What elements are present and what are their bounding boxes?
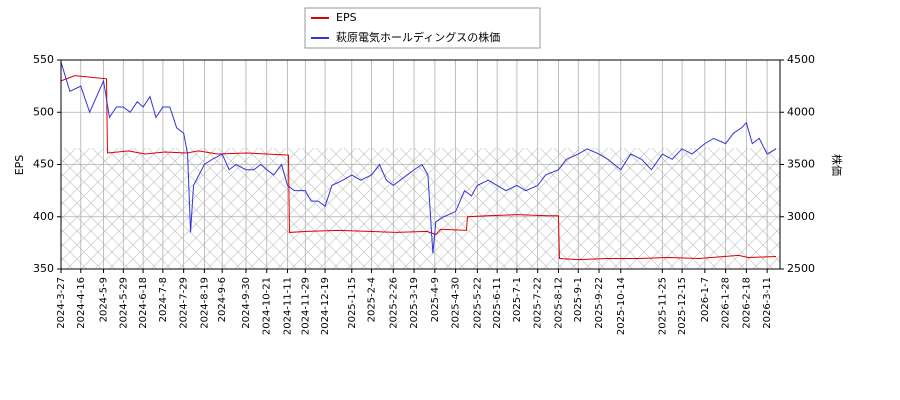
x-tick-label: 2024-4-16 <box>76 277 87 329</box>
y-tick-label: 450 <box>33 158 54 171</box>
y-tick-label: 400 <box>33 210 54 223</box>
x-tick-label: 2025-3-19 <box>409 277 420 329</box>
x-tick-label: 2025-10-14 <box>616 277 627 335</box>
x-tick-label: 2025-8-12 <box>553 277 564 329</box>
marks <box>60 61 777 261</box>
x-tick-label: 2026-1-28 <box>721 277 732 329</box>
x-tick-label: 2024-12-19 <box>320 277 331 335</box>
x-tick-label: 2024-8-19 <box>199 277 210 329</box>
x-tick-label: 2026-3-11 <box>762 277 773 329</box>
series-line <box>60 75 777 261</box>
y2-tick-label: 4500 <box>787 53 815 66</box>
y2-tick-label: 3500 <box>787 158 815 171</box>
legend-box <box>304 7 541 49</box>
legend: EPS 萩原電気ホールディングスの株価 <box>304 7 541 49</box>
y-tick-label: 350 <box>33 262 54 275</box>
x-tick-label: 2024-6-18 <box>138 277 149 329</box>
y2-axis-label: 株価 <box>830 154 844 176</box>
x-tick-label: 2025-2-26 <box>388 277 399 329</box>
series-line <box>60 61 777 254</box>
y2-tick-label: 4000 <box>787 105 815 118</box>
y2-tick-label: 2500 <box>787 262 815 275</box>
y-tick-label: 500 <box>33 105 54 118</box>
x-tick-label: 2024-9-30 <box>241 277 252 329</box>
x-tick-label: 2024-3-27 <box>56 277 67 329</box>
x-tick-label: 2025-9-22 <box>594 277 605 329</box>
x-tick-label: 2024-5-9 <box>99 277 110 322</box>
x-tick-label: 2025-7-22 <box>533 277 544 329</box>
x-tick-label: 2025-11-25 <box>657 277 668 335</box>
x-tick-label: 2024-11-29 <box>300 277 311 335</box>
x-tick-label: 2025-7-1 <box>512 277 523 322</box>
x-tick-label: 2024-11-11 <box>282 277 293 335</box>
x-tick-label: 2024-7-29 <box>179 277 190 329</box>
x-tick-label: 2025-12-15 <box>677 277 688 335</box>
x-tick-label: 2025-5-22 <box>472 277 483 329</box>
x-tick-label: 2026-2-18 <box>741 277 752 329</box>
x-tick-label: 2026-1-7 <box>700 277 711 322</box>
x-tick-label: 2025-4-30 <box>451 277 462 329</box>
x-tick-label: 2025-6-11 <box>492 277 503 329</box>
x-tick-label: 2024-7-8 <box>158 277 169 322</box>
y-tick-label: 550 <box>33 53 54 66</box>
x-tick-label: 2025-2-4 <box>367 277 378 322</box>
y2-tick-label: 3000 <box>787 210 815 223</box>
legend-label: 萩原電気ホールディングスの株価 <box>336 30 500 44</box>
x-tick-label: 2024-10-21 <box>262 277 273 335</box>
y-axis-label: EPS <box>13 155 26 176</box>
x-tick-label: 2025-4-9 <box>430 277 441 322</box>
legend-label: EPS <box>336 11 357 24</box>
x-tick-label: 2024-9-6 <box>217 277 228 322</box>
x-tick-label: 2025-1-15 <box>347 277 358 329</box>
x-tick-label: 2025-9-1 <box>573 277 584 322</box>
x-tick-label: 2024-5-29 <box>118 277 129 329</box>
shaded-area <box>61 148 780 269</box>
